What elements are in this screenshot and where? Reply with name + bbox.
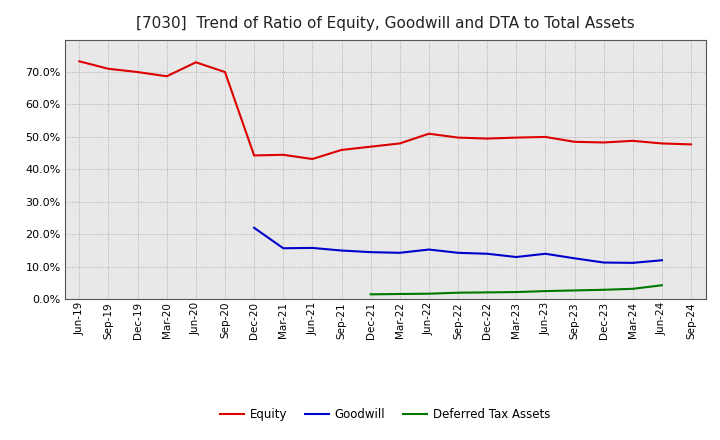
Deferred Tax Assets — [366, 292, 375, 297]
Title: [7030]  Trend of Ratio of Equity, Goodwill and DTA to Total Assets: [7030] Trend of Ratio of Equity, Goodwil… — [136, 16, 634, 32]
Deferred Tax Assets — [512, 290, 521, 295]
Equity — [512, 135, 521, 140]
Legend: Equity, Goodwill, Deferred Tax Assets: Equity, Goodwill, Deferred Tax Assets — [216, 404, 554, 426]
Equity — [687, 142, 696, 147]
Equity — [192, 60, 200, 65]
Deferred Tax Assets — [570, 288, 579, 293]
Equity — [657, 141, 666, 146]
Deferred Tax Assets — [454, 290, 462, 295]
Equity — [541, 134, 550, 139]
Goodwill — [629, 260, 637, 265]
Line: Goodwill: Goodwill — [254, 228, 662, 263]
Deferred Tax Assets — [483, 290, 492, 295]
Goodwill — [425, 247, 433, 252]
Equity — [570, 139, 579, 144]
Equity — [337, 147, 346, 153]
Line: Deferred Tax Assets: Deferred Tax Assets — [371, 285, 662, 294]
Equity — [629, 138, 637, 143]
Deferred Tax Assets — [541, 289, 550, 294]
Goodwill — [366, 249, 375, 255]
Equity — [279, 152, 287, 158]
Goodwill — [541, 251, 550, 257]
Deferred Tax Assets — [395, 291, 404, 297]
Equity — [483, 136, 492, 141]
Equity — [395, 141, 404, 146]
Goodwill — [454, 250, 462, 256]
Goodwill — [308, 245, 317, 250]
Equity — [220, 70, 229, 75]
Equity — [599, 140, 608, 145]
Goodwill — [483, 251, 492, 257]
Equity — [366, 144, 375, 149]
Equity — [75, 59, 84, 64]
Goodwill — [337, 248, 346, 253]
Equity — [163, 73, 171, 79]
Goodwill — [250, 225, 258, 231]
Deferred Tax Assets — [599, 287, 608, 293]
Equity — [454, 135, 462, 140]
Goodwill — [512, 254, 521, 260]
Goodwill — [279, 246, 287, 251]
Goodwill — [599, 260, 608, 265]
Equity — [104, 66, 113, 71]
Deferred Tax Assets — [425, 291, 433, 296]
Goodwill — [570, 256, 579, 261]
Equity — [133, 70, 142, 75]
Goodwill — [395, 250, 404, 256]
Equity — [308, 156, 317, 161]
Equity — [425, 131, 433, 136]
Deferred Tax Assets — [629, 286, 637, 291]
Goodwill — [657, 258, 666, 263]
Line: Equity: Equity — [79, 61, 691, 159]
Equity — [250, 153, 258, 158]
Deferred Tax Assets — [657, 282, 666, 288]
